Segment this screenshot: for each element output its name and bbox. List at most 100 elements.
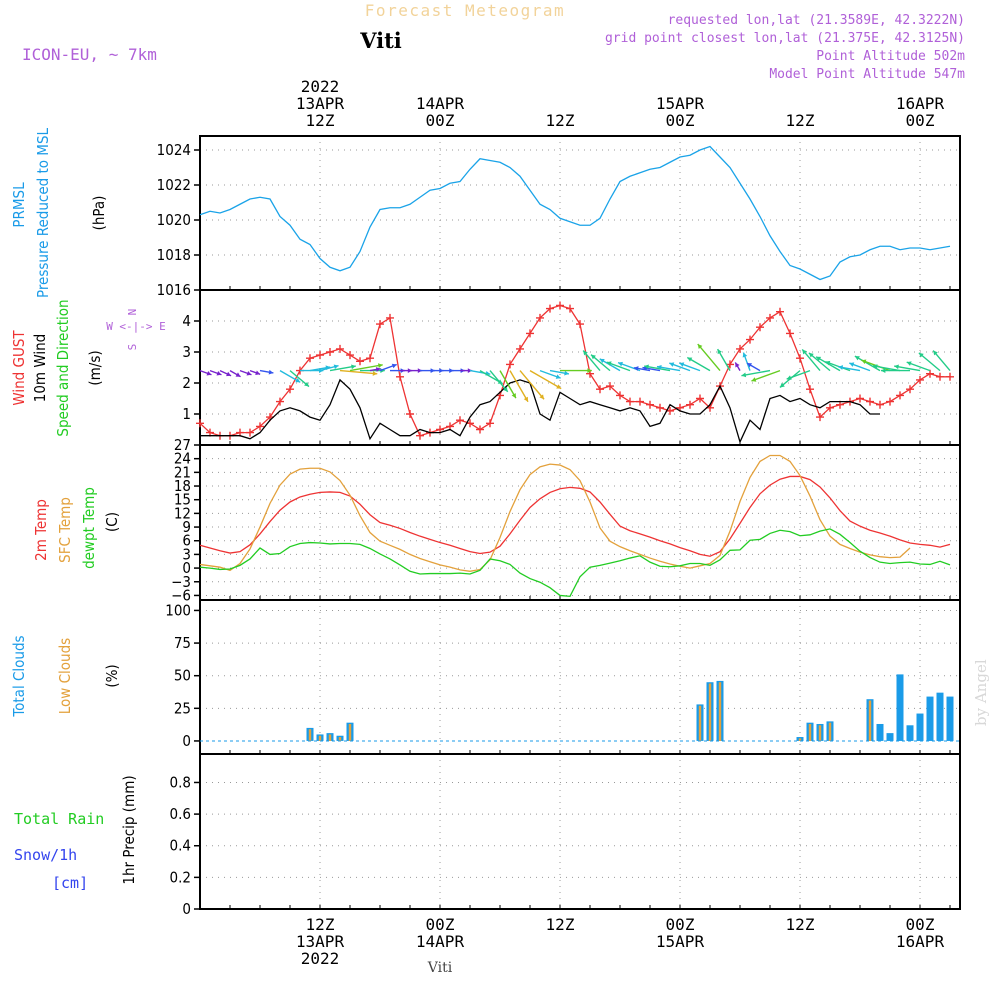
wind-arrow-head	[786, 375, 792, 380]
gust-marker	[946, 372, 954, 381]
compass-n: N	[126, 309, 139, 316]
low-cloud-bar	[718, 682, 722, 741]
gust-marker	[826, 403, 834, 412]
gust-marker	[326, 348, 334, 356]
y-tick-label: 1024	[157, 141, 191, 159]
gust-marker	[536, 313, 544, 322]
gust-marker	[646, 400, 654, 409]
gust-marker	[616, 391, 624, 400]
total-cloud-bar	[906, 725, 914, 741]
wind-direction-arrow	[509, 370, 529, 403]
gust-marker	[686, 400, 694, 409]
gust-marker	[556, 301, 564, 310]
top-time-label: 13APR	[296, 94, 345, 113]
wind-arrow-head	[497, 379, 503, 384]
low-cloud-bar	[818, 725, 822, 741]
bottom-time-label: 14APR	[416, 932, 465, 951]
y-tick-label: 21	[174, 463, 191, 481]
bottom-time-label: 15APR	[656, 932, 705, 951]
gust-marker	[746, 335, 754, 344]
y-tick-label: 9	[182, 518, 191, 536]
chart-title: Forecast Meteogram	[365, 1, 565, 20]
pressure-panel: 1016 1018 1020 1022 1024	[157, 135, 961, 299]
gust-marker	[736, 344, 744, 353]
y-tick-label: 75	[174, 634, 191, 652]
wind-arrow-head	[555, 374, 561, 379]
label-celsius: (C)	[103, 512, 121, 532]
gust-marker	[366, 354, 374, 363]
gridpoint-coords: grid point closest lon,lat (21.375E, 42.…	[605, 31, 965, 46]
bottom-time-label: 00Z	[666, 915, 695, 934]
model-altitude: Model Point Altitude 547m	[769, 67, 965, 82]
low-cloud-bar	[328, 734, 332, 741]
y-tick-label: 0.8	[170, 773, 191, 791]
gust-marker	[546, 304, 554, 313]
wind-arrow-head	[226, 371, 232, 377]
wind-arrow-head	[918, 352, 924, 358]
wind-arrow-head	[872, 364, 878, 369]
y-tick-label: 12	[174, 504, 191, 522]
wind-arrow-head	[697, 344, 703, 349]
y-tick-label: 3	[182, 343, 191, 361]
total-cloud-bar	[926, 696, 934, 741]
low-cloud-bar	[308, 729, 312, 741]
wind-arrow-head	[372, 371, 378, 376]
gust-marker	[336, 344, 344, 353]
panel-frame	[199, 599, 961, 755]
wind-arrow-head	[503, 386, 508, 392]
label-percent: (%)	[103, 664, 121, 687]
label-snow: Snow/1h	[14, 846, 77, 864]
low-cloud-bar	[318, 735, 322, 741]
bottom-time-label: 13APR	[296, 932, 345, 951]
gust-marker	[386, 313, 394, 322]
wind-arrow-head	[556, 384, 562, 389]
wind-arrow-head	[583, 350, 588, 356]
wind-arrow-head	[669, 362, 675, 367]
y-tick-label: −6	[171, 586, 191, 604]
label-10m-wind: 10m Wind	[31, 334, 49, 403]
point-altitude: Point Altitude 502m	[816, 49, 965, 64]
label-dewpt-temp: dewpt Temp	[80, 487, 98, 569]
wind-direction-arrow	[918, 352, 941, 372]
label-total-clouds: Total Clouds	[10, 635, 28, 717]
wind-arrow-head	[351, 364, 356, 370]
wind-arrow-head	[246, 371, 252, 376]
gust-marker	[626, 397, 634, 406]
wind-arrow-head	[779, 382, 785, 388]
wind-arrow-head	[633, 366, 639, 371]
wind-arrow-head	[742, 352, 748, 358]
wind-arrow-head	[802, 349, 807, 355]
y-tick-label: 3	[182, 545, 191, 563]
wind-arrow-head	[564, 370, 569, 376]
wind-arrow-head	[333, 364, 339, 370]
label-sfc-temp: SFC Temp	[56, 497, 74, 563]
gust-marker	[606, 382, 614, 391]
wind-arrow-head	[656, 364, 662, 370]
gust-marker	[506, 360, 514, 369]
top-time-label: 00Z	[666, 111, 695, 130]
top-time-label: 00Z	[426, 111, 455, 130]
requested-coords: requested lon,lat (21.3589E, 42.3222N)	[668, 13, 965, 28]
low-cloud-bar	[828, 722, 832, 741]
wind-arrow-head	[747, 363, 753, 368]
wind-arrow-head	[377, 363, 383, 368]
y-tick-label: 4	[182, 312, 191, 330]
panel-frame	[199, 135, 961, 291]
bottom-time-label: 2022	[301, 949, 340, 968]
wind-arrow-head	[206, 371, 212, 376]
low-cloud-bar	[798, 738, 802, 741]
label-wind-gust: Wind GUST	[10, 330, 28, 406]
y-tick-label: 0.2	[170, 868, 191, 886]
wind-arrow-head	[687, 357, 693, 362]
wind-arrow-head	[375, 367, 381, 372]
y-tick-label: 100	[165, 601, 191, 619]
gust-marker	[696, 394, 704, 403]
wind-direction-arrow	[872, 365, 901, 372]
wind-arrow-head	[894, 364, 899, 370]
bottom-time-label: 00Z	[426, 915, 455, 934]
label-total-rain: Total Rain	[14, 810, 104, 828]
wind-arrow-head	[751, 377, 757, 382]
bottom-time-label: 12Z	[546, 915, 575, 934]
gust-marker	[276, 397, 284, 406]
